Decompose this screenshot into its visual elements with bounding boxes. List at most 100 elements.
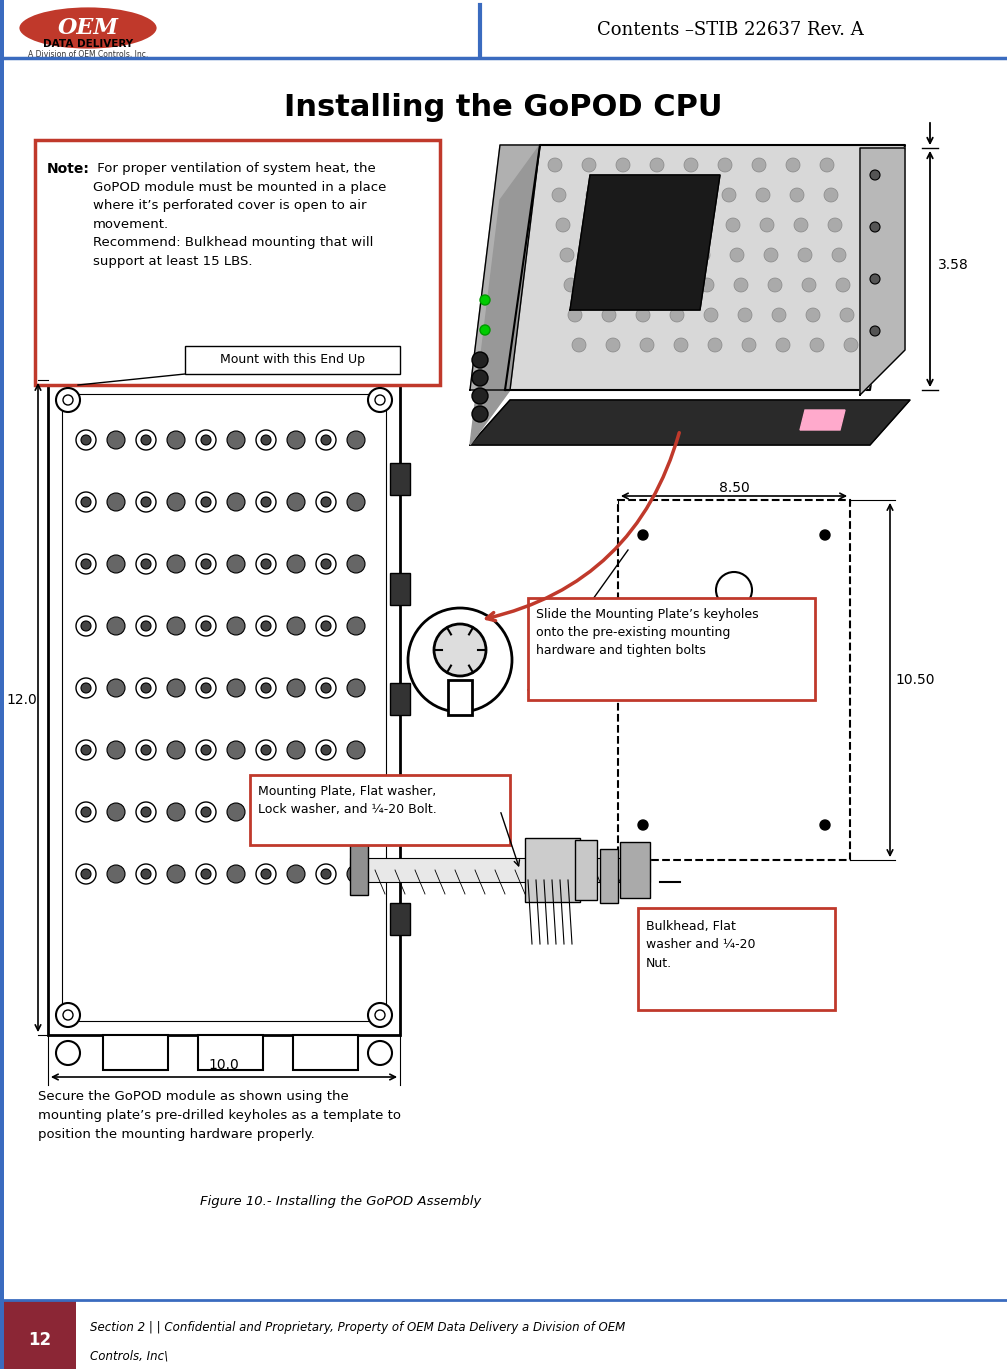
Circle shape	[724, 605, 744, 626]
Circle shape	[316, 802, 336, 821]
Circle shape	[196, 864, 215, 884]
Circle shape	[287, 554, 305, 574]
Circle shape	[81, 497, 91, 507]
Circle shape	[718, 157, 732, 172]
Circle shape	[107, 431, 125, 449]
Circle shape	[81, 435, 91, 445]
Circle shape	[227, 741, 245, 758]
Bar	[62, 394, 386, 1021]
Circle shape	[840, 308, 854, 322]
Circle shape	[167, 804, 185, 821]
Circle shape	[820, 157, 834, 172]
Circle shape	[287, 617, 305, 635]
Circle shape	[167, 865, 185, 883]
Circle shape	[772, 308, 786, 322]
Circle shape	[480, 294, 490, 305]
Bar	[448, 680, 472, 715]
Circle shape	[347, 804, 365, 821]
Circle shape	[227, 493, 245, 511]
Bar	[103, 1035, 168, 1071]
Bar	[638, 908, 835, 1010]
Circle shape	[472, 387, 488, 404]
Circle shape	[287, 679, 305, 697]
Circle shape	[141, 869, 151, 879]
Bar	[390, 574, 410, 605]
Circle shape	[658, 218, 672, 231]
Circle shape	[802, 278, 816, 292]
Circle shape	[81, 559, 91, 570]
Circle shape	[76, 430, 96, 450]
Circle shape	[321, 622, 331, 631]
Circle shape	[602, 308, 616, 322]
Circle shape	[136, 554, 156, 574]
Circle shape	[316, 554, 336, 574]
Circle shape	[824, 188, 838, 203]
Circle shape	[141, 745, 151, 754]
Circle shape	[63, 1010, 73, 1020]
Circle shape	[321, 435, 331, 445]
Circle shape	[368, 1003, 392, 1027]
Circle shape	[820, 530, 830, 539]
Circle shape	[261, 497, 271, 507]
Circle shape	[730, 248, 744, 261]
Circle shape	[196, 802, 215, 821]
Text: Installing the GoPOD CPU: Installing the GoPOD CPU	[284, 93, 722, 122]
Bar	[525, 838, 580, 902]
Circle shape	[552, 188, 566, 203]
Circle shape	[564, 278, 578, 292]
Circle shape	[606, 338, 620, 352]
Polygon shape	[570, 175, 720, 309]
Circle shape	[167, 679, 185, 697]
Bar	[293, 1035, 358, 1071]
Circle shape	[81, 622, 91, 631]
Circle shape	[654, 188, 668, 203]
Circle shape	[321, 745, 331, 754]
Text: 10.0: 10.0	[208, 1058, 240, 1072]
Circle shape	[201, 745, 211, 754]
Bar	[390, 683, 410, 715]
Circle shape	[141, 806, 151, 817]
Circle shape	[316, 678, 336, 698]
Ellipse shape	[18, 5, 158, 51]
Circle shape	[820, 820, 830, 830]
Circle shape	[227, 431, 245, 449]
Circle shape	[287, 804, 305, 821]
Text: DATA DELIVERY: DATA DELIVERY	[43, 38, 133, 49]
Circle shape	[752, 157, 766, 172]
Bar	[528, 598, 815, 700]
Circle shape	[261, 745, 271, 754]
Bar	[198, 1035, 263, 1071]
Text: Mount with this End Up: Mount with this End Up	[220, 353, 365, 367]
Circle shape	[256, 678, 276, 698]
Circle shape	[76, 554, 96, 574]
Circle shape	[620, 188, 634, 203]
Circle shape	[56, 1040, 80, 1065]
Polygon shape	[860, 148, 905, 396]
Circle shape	[136, 741, 156, 760]
Circle shape	[480, 324, 490, 335]
Circle shape	[556, 218, 570, 231]
Circle shape	[832, 248, 846, 261]
Circle shape	[141, 683, 151, 693]
Text: Note:: Note:	[47, 162, 90, 177]
Circle shape	[586, 188, 600, 203]
Circle shape	[201, 435, 211, 445]
Text: A Division of OEM Controls, Inc.: A Division of OEM Controls, Inc.	[28, 49, 148, 59]
Circle shape	[347, 617, 365, 635]
Circle shape	[798, 248, 812, 261]
Circle shape	[256, 616, 276, 637]
Circle shape	[136, 802, 156, 821]
Polygon shape	[470, 145, 540, 445]
Circle shape	[321, 683, 331, 693]
Circle shape	[764, 248, 778, 261]
Circle shape	[828, 218, 842, 231]
Circle shape	[624, 218, 638, 231]
Circle shape	[321, 559, 331, 570]
Circle shape	[76, 741, 96, 760]
Circle shape	[287, 493, 305, 511]
Circle shape	[582, 157, 596, 172]
Circle shape	[572, 338, 586, 352]
Circle shape	[408, 608, 512, 712]
Circle shape	[347, 493, 365, 511]
Bar	[4, 1301, 76, 1369]
